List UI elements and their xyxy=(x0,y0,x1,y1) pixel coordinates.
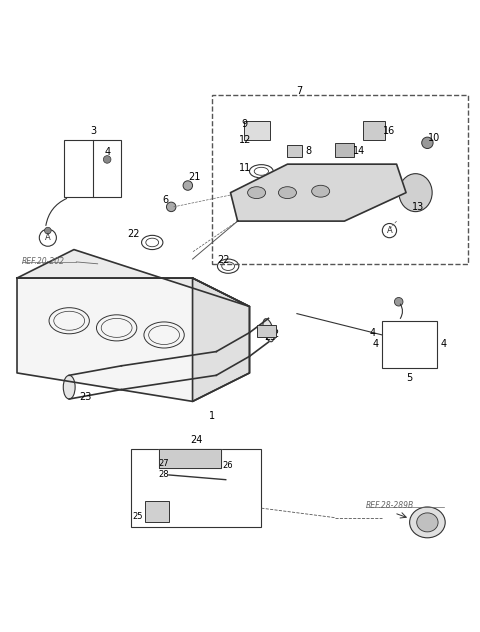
Text: REF.28-289B: REF.28-289B xyxy=(366,501,414,510)
Ellipse shape xyxy=(417,513,438,532)
Bar xyxy=(318,171,328,183)
Text: 23: 23 xyxy=(80,392,92,402)
Polygon shape xyxy=(230,164,406,221)
Circle shape xyxy=(183,181,192,190)
Circle shape xyxy=(395,298,403,306)
Text: 4: 4 xyxy=(370,327,376,337)
Ellipse shape xyxy=(399,174,432,212)
Text: 22: 22 xyxy=(127,229,140,240)
Ellipse shape xyxy=(312,185,330,197)
Bar xyxy=(335,143,354,157)
Text: 23: 23 xyxy=(264,332,277,343)
Ellipse shape xyxy=(248,186,265,198)
Text: 2: 2 xyxy=(273,329,279,339)
Bar xyxy=(145,501,169,523)
Bar xyxy=(383,321,437,368)
Text: 6: 6 xyxy=(162,195,168,205)
Text: 9: 9 xyxy=(242,119,248,129)
Text: 22: 22 xyxy=(217,255,229,265)
Text: 4: 4 xyxy=(372,339,378,349)
Ellipse shape xyxy=(278,186,297,198)
Text: 3: 3 xyxy=(90,126,96,136)
Text: 15: 15 xyxy=(324,175,336,185)
Text: REF.20-202: REF.20-202 xyxy=(22,257,65,266)
Text: 16: 16 xyxy=(384,126,396,136)
Text: 1: 1 xyxy=(208,411,215,421)
Text: 27: 27 xyxy=(159,459,169,468)
Text: 5: 5 xyxy=(407,373,413,383)
Ellipse shape xyxy=(63,375,75,399)
Bar xyxy=(131,449,261,527)
Text: 12: 12 xyxy=(239,135,251,145)
Text: 10: 10 xyxy=(428,133,441,143)
Text: 18: 18 xyxy=(351,171,364,181)
Polygon shape xyxy=(159,449,221,468)
Bar xyxy=(340,167,351,181)
Text: 26: 26 xyxy=(223,461,233,470)
Text: 20: 20 xyxy=(267,188,279,198)
Bar xyxy=(64,140,121,197)
Text: 4: 4 xyxy=(441,339,447,349)
Circle shape xyxy=(422,137,433,149)
Bar xyxy=(243,121,270,140)
Bar xyxy=(311,183,323,195)
Text: 25: 25 xyxy=(133,512,143,521)
Ellipse shape xyxy=(263,319,274,342)
Text: 7: 7 xyxy=(296,86,302,95)
Bar xyxy=(363,121,384,140)
Bar xyxy=(280,186,295,200)
Text: 24: 24 xyxy=(190,435,202,446)
Bar xyxy=(257,325,276,337)
Text: 28: 28 xyxy=(159,470,169,480)
Text: A: A xyxy=(386,226,392,235)
Text: 19: 19 xyxy=(319,195,332,205)
Text: 8: 8 xyxy=(306,147,312,156)
Circle shape xyxy=(167,202,176,212)
Ellipse shape xyxy=(409,507,445,538)
Text: 13: 13 xyxy=(412,202,424,212)
Polygon shape xyxy=(192,278,250,401)
Circle shape xyxy=(45,228,51,234)
Bar xyxy=(263,178,270,195)
Polygon shape xyxy=(17,278,250,401)
Bar xyxy=(288,145,301,157)
Text: A: A xyxy=(45,233,51,242)
Circle shape xyxy=(103,155,111,163)
Text: 17: 17 xyxy=(248,186,261,196)
Text: 11: 11 xyxy=(239,163,251,173)
Text: 4: 4 xyxy=(104,147,110,157)
Text: 21: 21 xyxy=(189,172,201,182)
Bar xyxy=(212,95,468,264)
Polygon shape xyxy=(17,250,250,307)
Text: 14: 14 xyxy=(352,146,365,156)
